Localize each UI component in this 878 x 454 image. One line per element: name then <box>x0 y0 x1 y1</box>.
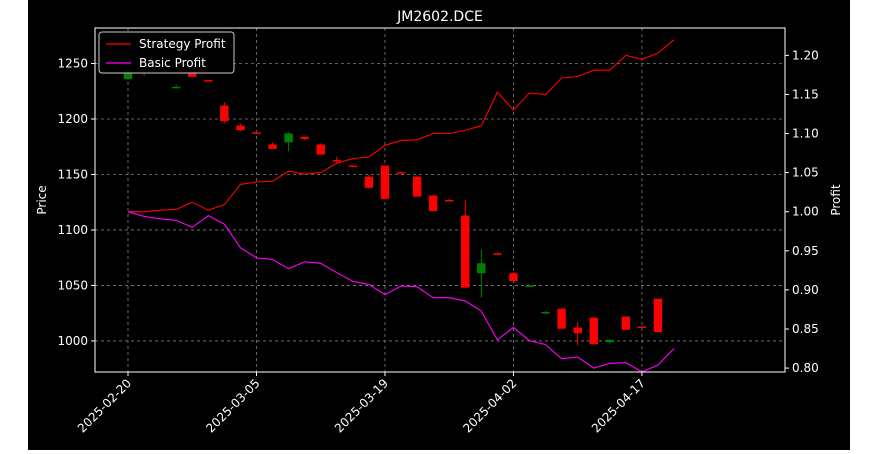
candle-body <box>171 86 181 89</box>
left-tick-label: 1000 <box>57 334 88 348</box>
candle-body <box>589 317 598 345</box>
candle-body <box>573 327 582 334</box>
candle-body <box>316 144 325 155</box>
left-tick-label: 1250 <box>57 57 88 71</box>
candle-body <box>445 200 454 202</box>
candle-body <box>557 308 566 329</box>
candle-body <box>252 132 261 134</box>
candle-body <box>236 125 245 131</box>
profit-lines <box>127 39 675 373</box>
basic-profit-line <box>127 211 675 373</box>
candle-body <box>477 263 486 274</box>
candle-body <box>541 312 550 314</box>
candle-body <box>621 316 631 330</box>
figure-background <box>28 0 850 450</box>
right-tick-label: 1.20 <box>792 48 819 62</box>
candle-body <box>461 215 470 288</box>
candle-body <box>364 176 374 188</box>
candle-body <box>396 172 406 174</box>
legend-box <box>98 31 235 74</box>
right-tick-label: 1.10 <box>792 127 819 141</box>
candle-body <box>380 165 390 199</box>
legend-label-basic: Basic Profit <box>139 56 206 70</box>
plot-frame <box>94 27 786 373</box>
candle-body <box>509 273 518 282</box>
left-tick-label: 1050 <box>57 278 88 292</box>
candle-body <box>204 80 213 82</box>
candle-body <box>268 144 277 149</box>
right-axis-label: Profit <box>829 184 843 216</box>
left-axis-label: Price <box>35 185 49 214</box>
candle-body <box>332 160 341 162</box>
candle-body <box>493 253 502 255</box>
chart-title: JM2602.DCE <box>396 9 483 25</box>
left-tick-label: 1200 <box>57 112 88 126</box>
candle-body <box>220 105 229 122</box>
right-tick-label: 1.15 <box>792 87 819 101</box>
candle-body <box>300 136 309 139</box>
strategy-profit-line <box>128 39 675 213</box>
right-tick-label: 1.00 <box>792 205 819 219</box>
candle-body <box>412 176 422 197</box>
right-tick-label: 0.95 <box>792 244 819 258</box>
candle-body <box>284 133 293 143</box>
candle-body <box>637 326 647 329</box>
legend: Strategy Profit Basic Profit <box>98 31 235 74</box>
right-tick-label: 0.80 <box>792 361 819 375</box>
right-tick-label: 0.85 <box>792 322 819 336</box>
left-tick-label: 1100 <box>57 223 88 237</box>
right-tick-label: 1.05 <box>792 166 819 180</box>
candle-body <box>348 165 358 168</box>
left-tick-label: 1150 <box>57 167 88 181</box>
legend-label-strategy: Strategy Profit <box>139 37 226 51</box>
candle-body <box>605 339 614 343</box>
candle-body <box>653 298 663 333</box>
candle-body <box>428 195 438 212</box>
right-tick-label: 0.90 <box>792 283 819 297</box>
candle-body <box>525 285 534 287</box>
